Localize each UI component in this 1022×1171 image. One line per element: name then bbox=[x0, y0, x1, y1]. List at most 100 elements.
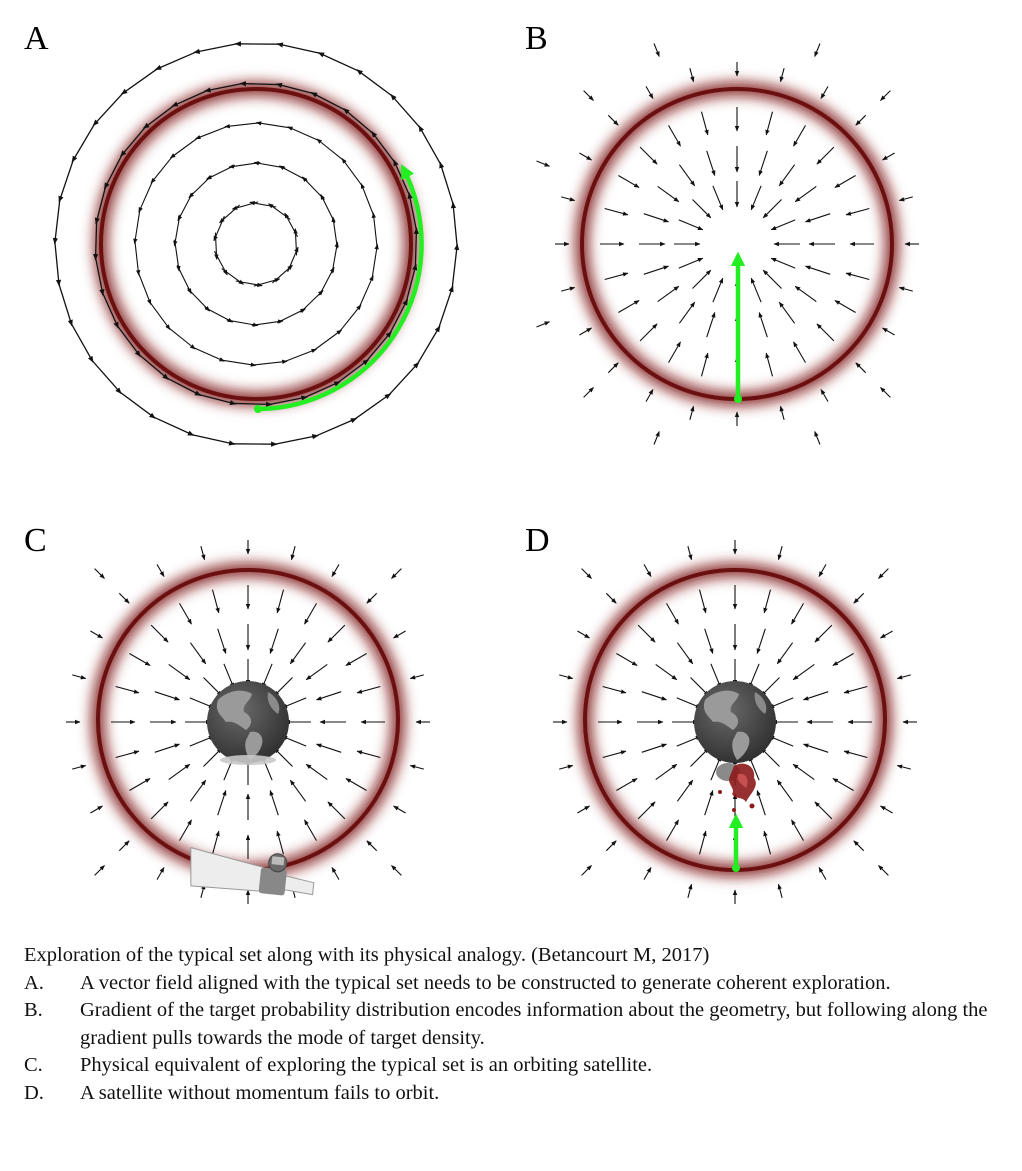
field-arrow bbox=[272, 434, 319, 446]
field-arrow bbox=[90, 630, 103, 639]
field-arrow bbox=[179, 603, 192, 625]
field-arrow bbox=[120, 124, 148, 157]
field-arrow bbox=[880, 387, 891, 398]
field-arrow bbox=[689, 68, 695, 83]
caption-item-d: D. A satellite without momentum fails to… bbox=[24, 1080, 1014, 1108]
field-arrow bbox=[561, 286, 576, 292]
figure: A B bbox=[24, 20, 919, 904]
field-arrow bbox=[687, 546, 693, 561]
field-arrow bbox=[269, 789, 279, 816]
field-arrow bbox=[700, 352, 709, 377]
field-arrow bbox=[814, 801, 833, 820]
field-arrow bbox=[880, 630, 893, 639]
field-arrow bbox=[676, 642, 694, 665]
field-arrow bbox=[290, 546, 296, 561]
field-arrow bbox=[366, 592, 378, 604]
field-arrow bbox=[451, 243, 460, 290]
field-arrow bbox=[154, 743, 181, 753]
vector-field-gradient bbox=[536, 43, 919, 445]
field-arrow bbox=[230, 401, 273, 407]
field-arrow bbox=[100, 290, 119, 329]
field-arrow bbox=[853, 592, 865, 604]
field-arrow bbox=[814, 430, 821, 445]
field-arrow bbox=[639, 146, 658, 165]
field-arrow bbox=[814, 624, 833, 643]
ring-halo bbox=[88, 76, 424, 412]
field-arrow bbox=[748, 663, 760, 689]
field-arrow bbox=[748, 755, 760, 781]
field-arrow bbox=[163, 376, 202, 397]
caption-text: A satellite without momentum fails to or… bbox=[80, 1081, 440, 1104]
field-arrow bbox=[331, 564, 340, 577]
field-arrow bbox=[843, 685, 868, 694]
field-arrow bbox=[637, 624, 656, 643]
field-arrow bbox=[189, 642, 207, 665]
field-arrow bbox=[643, 867, 652, 880]
field-arrow bbox=[676, 697, 702, 709]
field-arrow bbox=[712, 277, 724, 303]
field-arrow bbox=[316, 138, 346, 163]
field-arrow bbox=[318, 266, 335, 296]
field-arrow bbox=[364, 331, 392, 364]
field-arrow bbox=[750, 185, 762, 211]
field-arrow bbox=[804, 265, 831, 275]
field-arrow bbox=[275, 82, 317, 95]
panel-d: D bbox=[525, 522, 917, 904]
field-arrow bbox=[371, 212, 378, 250]
field-arrow bbox=[896, 674, 911, 680]
field-arrow bbox=[137, 270, 152, 305]
field-arrow bbox=[878, 568, 889, 579]
field-arrow bbox=[657, 185, 680, 203]
caption-label: C. bbox=[24, 1054, 43, 1076]
field-arrow bbox=[341, 157, 364, 189]
field-arrow bbox=[133, 207, 141, 245]
field-arrow bbox=[115, 750, 140, 759]
field-arrow bbox=[203, 677, 223, 697]
field-arrow bbox=[371, 130, 397, 165]
field-arrow bbox=[136, 352, 169, 380]
field-arrow bbox=[156, 867, 165, 880]
field-arrow bbox=[409, 764, 424, 770]
field-arrow bbox=[94, 865, 105, 876]
field-arrow bbox=[698, 830, 707, 855]
field-arrow bbox=[818, 867, 827, 880]
field-arrow bbox=[637, 801, 656, 820]
field-arrow bbox=[311, 329, 343, 352]
field-arrow bbox=[366, 840, 378, 852]
field-arrow bbox=[345, 653, 367, 666]
field-arrow bbox=[273, 677, 293, 697]
field-arrow bbox=[763, 589, 772, 614]
field-arrow bbox=[639, 323, 658, 342]
field-arrow bbox=[643, 213, 670, 223]
field-arrow bbox=[304, 603, 317, 625]
field-arrow bbox=[156, 564, 165, 577]
field-arrow bbox=[559, 674, 574, 680]
caption-label: D. bbox=[24, 1081, 44, 1104]
field-arrow bbox=[393, 805, 406, 814]
field-arrow bbox=[832, 653, 854, 666]
field-arrow bbox=[655, 663, 678, 681]
caption-item-b: B. Gradient of the target probability di… bbox=[24, 997, 1014, 1052]
field-arrow bbox=[219, 359, 257, 367]
field-arrow bbox=[706, 311, 716, 338]
field-arrow bbox=[90, 358, 122, 394]
field-arrow bbox=[92, 91, 125, 127]
field-arrow bbox=[602, 685, 627, 694]
field-arrow bbox=[150, 154, 175, 184]
field-arrow bbox=[439, 161, 455, 207]
field-arrow bbox=[352, 393, 392, 421]
caption-title: Exploration of the typical set along wit… bbox=[24, 944, 710, 966]
field-arrow bbox=[315, 743, 342, 753]
field-arrow bbox=[678, 164, 696, 187]
field-arrow bbox=[337, 304, 362, 334]
field-arrow bbox=[536, 160, 551, 167]
field-arrow bbox=[768, 697, 794, 709]
field-arrow bbox=[832, 778, 854, 791]
field-arrow bbox=[391, 568, 402, 579]
field-arrow bbox=[559, 764, 574, 770]
field-arrow bbox=[710, 663, 722, 689]
field-arrow bbox=[765, 352, 774, 377]
field-arrow bbox=[52, 198, 61, 245]
field-arrow bbox=[171, 88, 210, 107]
field-arrow bbox=[666, 603, 679, 625]
